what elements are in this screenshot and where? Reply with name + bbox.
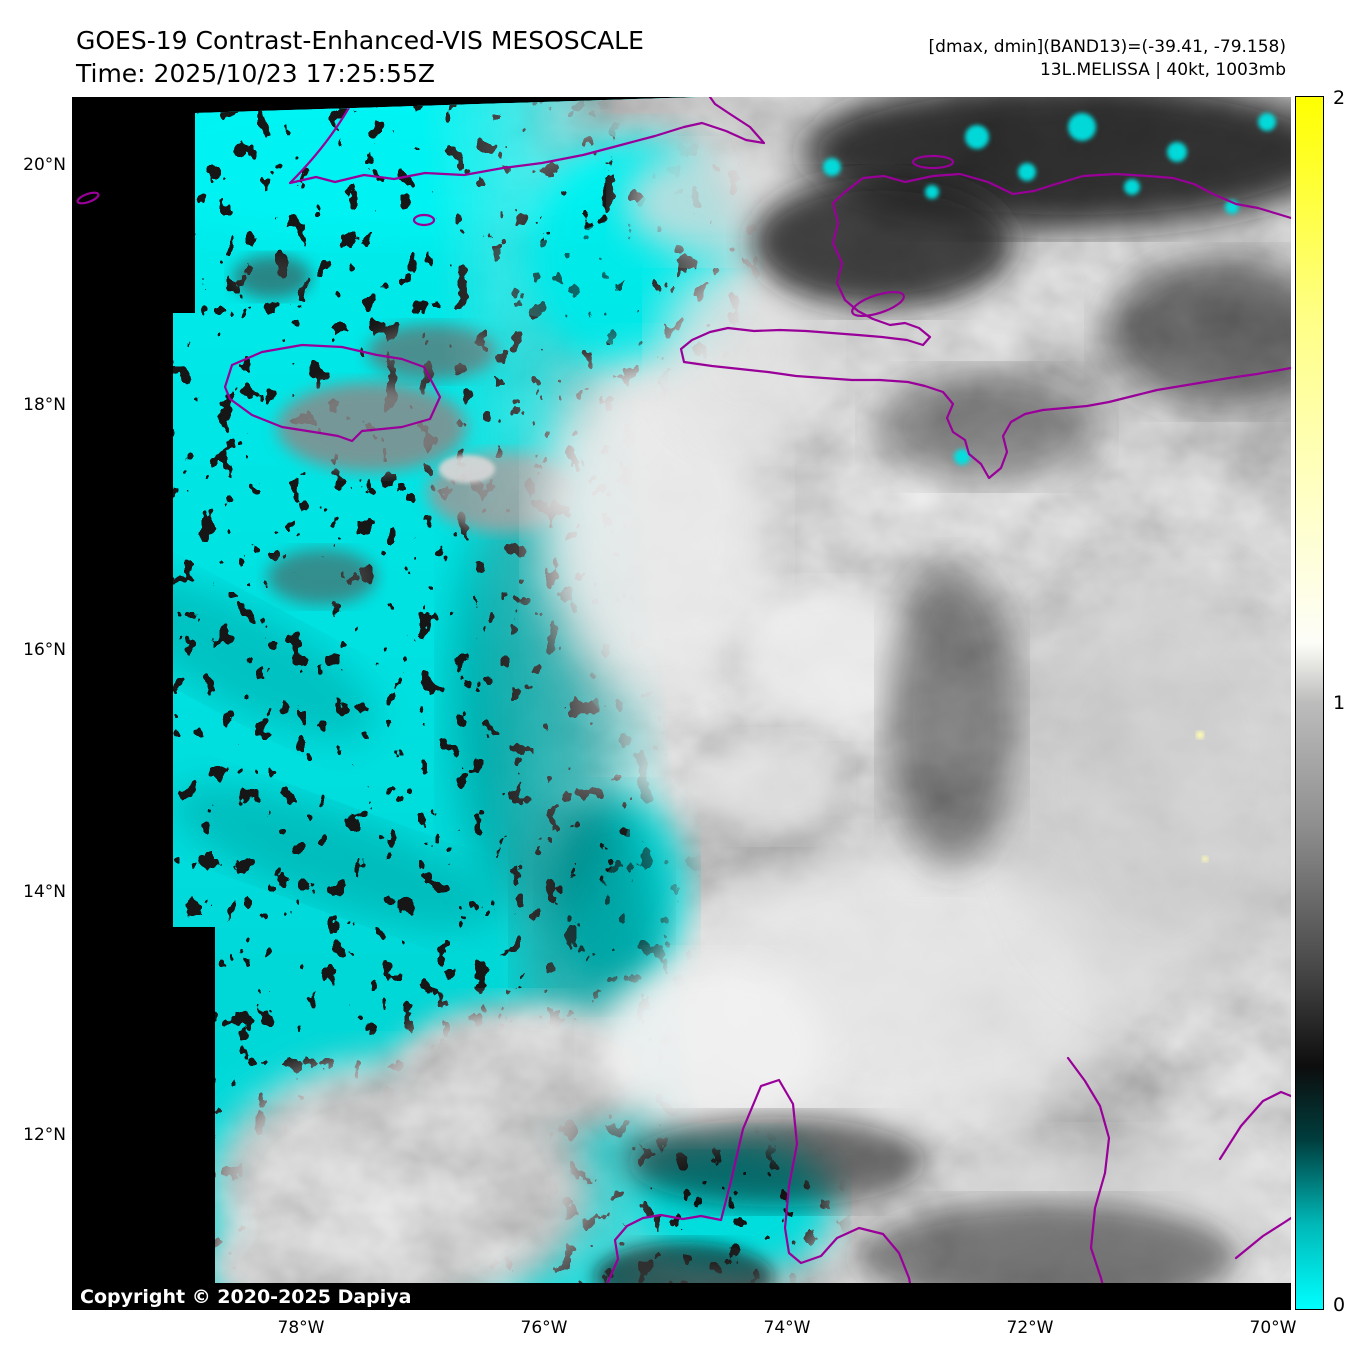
coastline-paraguana (1218, 1090, 1291, 1161)
coastline-venezuela (1066, 1056, 1111, 1285)
storm-info-line: 13L.MELISSA | 40kt, 1003mb (1039, 60, 1286, 80)
lon-label-74w: 74°W (763, 1318, 811, 1338)
ocean-gap-spots (823, 113, 1276, 465)
lon-label-78w: 78°W (277, 1318, 325, 1338)
dark-cloud-patches (594, 97, 1291, 1285)
colorbar-gradient (1295, 96, 1324, 1310)
colorbar-label-1: 1 (1333, 692, 1346, 714)
island-gonave (851, 290, 905, 318)
band-stats-block: [dmax, dmin](BAND13)=(-39.41, -79.158) 1… (929, 36, 1286, 82)
colorbar-label-0: 0 (1333, 1294, 1346, 1316)
copyright-label: Copyright © 2020-2025 Dapiya (80, 1286, 412, 1308)
lat-label-20n: 20°N (23, 155, 66, 175)
coastline-cuba (288, 97, 766, 185)
satellite-map (72, 97, 1291, 1310)
lon-label-70w: 70°W (1249, 1318, 1297, 1338)
band-stats-line: [dmax, dmin](BAND13)=(-39.41, -79.158) (928, 37, 1286, 57)
lat-label-12n: 12°N (23, 1125, 66, 1145)
lat-label-16n: 16°N (23, 640, 66, 660)
island-tortuga (911, 154, 955, 170)
colorbar-label-2: 2 (1333, 87, 1346, 109)
lon-label-72w: 72°W (1006, 1318, 1054, 1338)
coastline-cuba-lagoon (412, 213, 436, 227)
bright-cloud-cores (542, 147, 1291, 1285)
coastline-venezuela-east (1234, 1216, 1291, 1260)
bottom-nodata-band (72, 1283, 1291, 1310)
coastline-hispaniola-south (679, 201, 1291, 480)
coastline-guajira (598, 1078, 917, 1285)
coastline-jamaica (223, 343, 442, 443)
lat-label-14n: 14°N (23, 882, 66, 902)
page-title: GOES-19 Contrast-Enhanced-VIS MESOSCALE (76, 26, 644, 55)
lat-label-18n: 18°N (23, 395, 66, 415)
lon-label-76w: 76°W (520, 1318, 568, 1338)
timestamp-label: Time: 2025/10/23 17:25:55Z (76, 59, 435, 88)
coastline-hispaniola-north (831, 172, 1291, 220)
coastline-layer (216, 97, 1291, 1285)
islet-outline-left (76, 191, 100, 205)
colorbar (1295, 96, 1324, 1310)
